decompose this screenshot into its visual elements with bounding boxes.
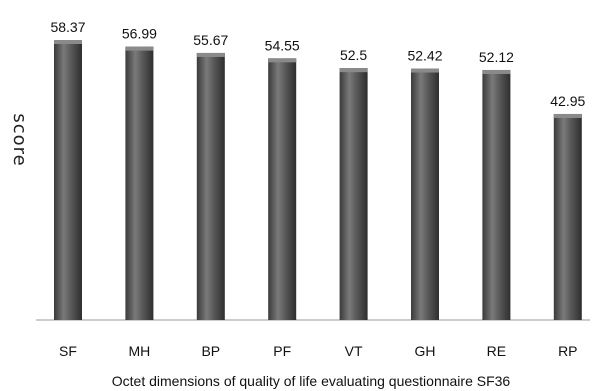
- bar-bp: [196, 52, 225, 321]
- data-label-re: 52.12: [479, 49, 514, 65]
- bar-top-edge: [125, 46, 154, 51]
- bars-group: [54, 40, 582, 321]
- x-tick-vt: VT: [345, 343, 363, 359]
- bar-body: [553, 113, 582, 320]
- bar-top-edge: [553, 113, 582, 118]
- bar-pf: [268, 58, 297, 320]
- bar-top-edge: [482, 69, 511, 74]
- bar-re: [482, 69, 511, 320]
- bar-top-edge: [339, 68, 368, 73]
- bar-top-edge: [54, 40, 82, 44]
- bar-body: [482, 69, 511, 320]
- x-tick-re: RE: [487, 343, 506, 359]
- x-tick-pf: PF: [273, 343, 291, 359]
- bar-top-edge: [268, 58, 297, 63]
- bar-body: [125, 46, 154, 320]
- data-label-bp: 55.67: [193, 32, 228, 48]
- x-tick-bp: BP: [201, 343, 220, 359]
- data-label-rp: 42.95: [550, 93, 585, 109]
- bar-top-edge: [411, 68, 439, 73]
- data-label-gh: 52.42: [407, 48, 442, 64]
- x-tick-gh: GH: [415, 343, 436, 359]
- bar-body: [54, 40, 82, 320]
- bar-body: [411, 68, 439, 321]
- bar-mh: [125, 46, 154, 320]
- bar-body: [268, 58, 297, 320]
- x-tick-mh: MH: [129, 343, 151, 359]
- y-axis-label: score: [9, 113, 30, 166]
- x-tick-labels-group: SF MH BP PF VT GH RE RP: [59, 343, 577, 359]
- bar-vt: [339, 68, 368, 321]
- bar-gh: [411, 68, 439, 321]
- bar-sf: [54, 40, 82, 320]
- bar-rp: [553, 113, 582, 320]
- data-label-vt: 52.5: [340, 47, 367, 63]
- bar-body: [196, 52, 225, 321]
- data-label-mh: 56.99: [122, 26, 157, 42]
- x-tick-rp: RP: [558, 343, 577, 359]
- data-label-sf: 58.37: [50, 19, 85, 35]
- data-label-pf: 54.55: [265, 37, 300, 53]
- x-tick-sf: SF: [59, 343, 77, 359]
- bar-body: [339, 68, 368, 321]
- x-axis-label: Octet dimensions of quality of life eval…: [112, 373, 511, 389]
- bar-top-edge: [196, 52, 225, 57]
- data-labels-group: 58.37 56.99 55.67 54.55 52.5 52.42 52.12 42.95: [50, 19, 585, 109]
